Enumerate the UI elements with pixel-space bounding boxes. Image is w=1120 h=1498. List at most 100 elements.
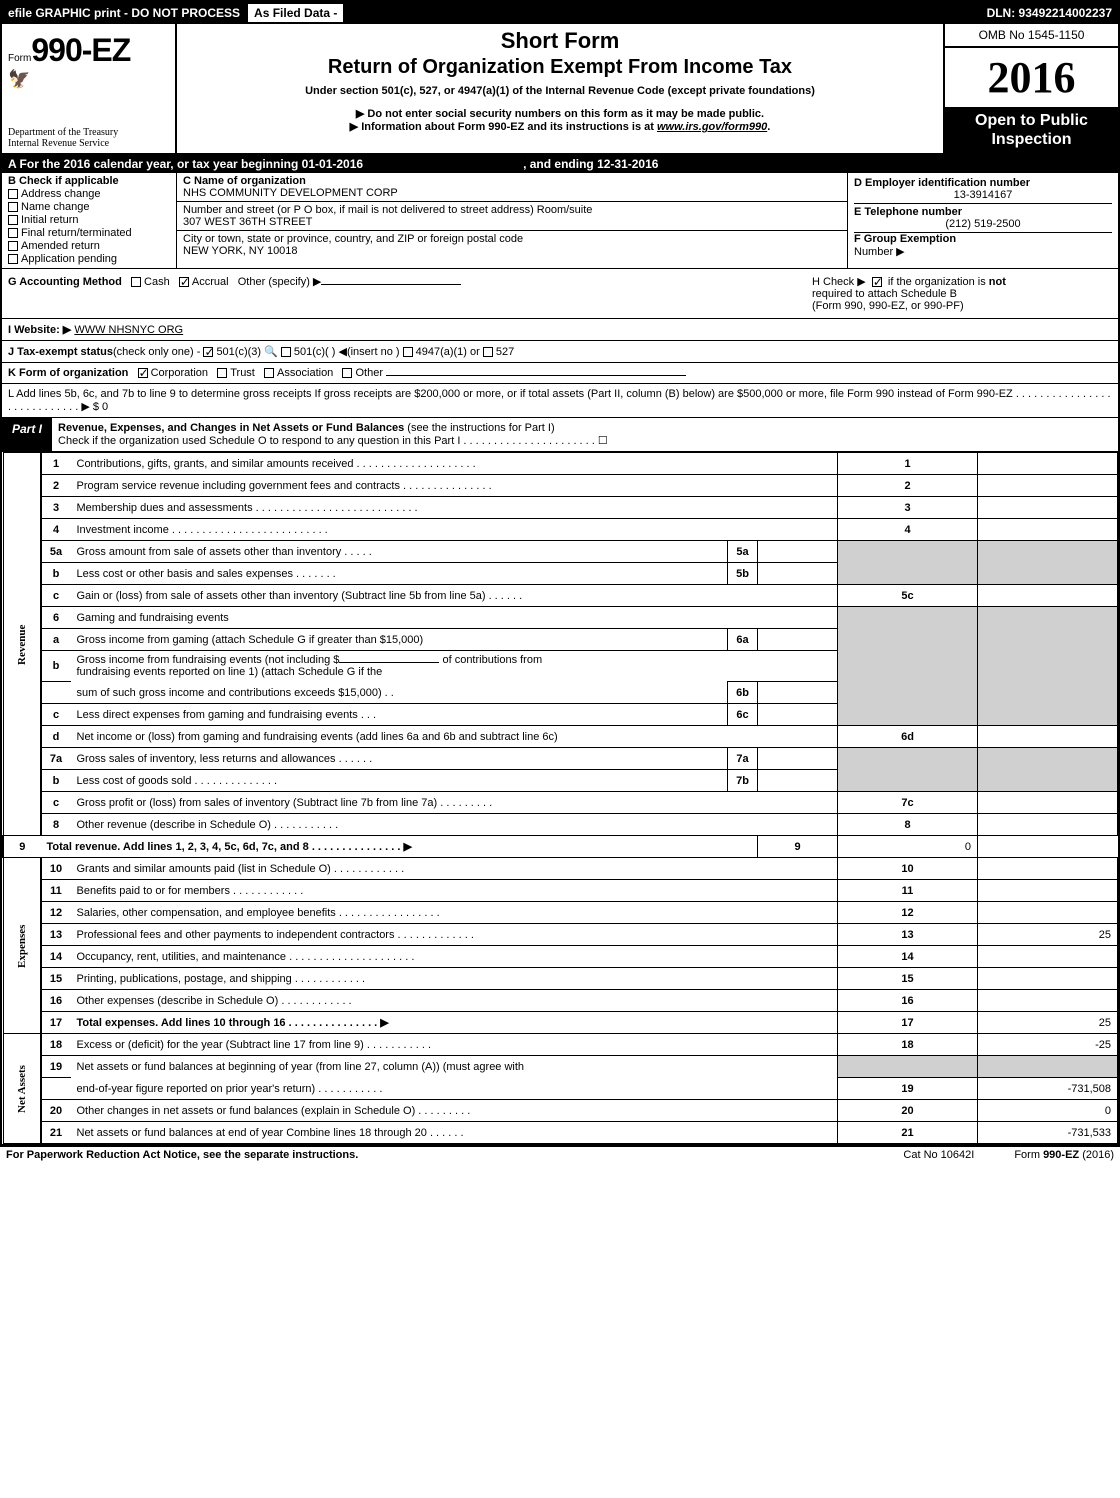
dept-line2: Internal Revenue Service	[8, 138, 169, 149]
f-label: F Group Exemption	[854, 233, 956, 245]
dept-treasury: Department of the Treasury Internal Reve…	[8, 127, 169, 149]
f-group-row: F Group Exemption Number ▶	[854, 233, 1112, 258]
chk-501c3[interactable]	[203, 347, 213, 357]
rowa-end: 12-31-2016	[597, 157, 658, 171]
val-1[interactable]	[978, 453, 1118, 475]
c-street-row: Number and street (or P O box, if mail i…	[177, 202, 847, 231]
info-about: ▶ Information about Form 990-EZ and its …	[187, 120, 933, 133]
c-city: NEW YORK, NY 10018	[183, 245, 841, 257]
val-9: 0	[838, 836, 978, 858]
footer-cat: Cat No 10642I	[903, 1149, 974, 1161]
return-org-title: Return of Organization Exempt From Incom…	[187, 56, 933, 79]
section-b: B Check if applicable Address change Nam…	[2, 173, 1118, 269]
omb-number: OMB No 1545-1150	[945, 24, 1118, 48]
chk-corp[interactable]	[138, 368, 148, 378]
c-street: 307 WEST 36TH STREET	[183, 216, 841, 228]
inspection-2: Inspection	[949, 130, 1114, 149]
chk-501c[interactable]	[281, 347, 291, 357]
ln-1: 1	[41, 453, 71, 475]
chk-amended[interactable]: Amended return	[8, 240, 170, 252]
form-number: Form990-EZ	[8, 32, 169, 69]
chk-other[interactable]	[342, 368, 352, 378]
header: Form990-EZ 🦅 Department of the Treasury …	[2, 24, 1118, 155]
c-name-row: C Name of organization NHS COMMUNITY DEV…	[177, 173, 847, 202]
j-label: J Tax-exempt status	[8, 346, 113, 358]
col-c-org: C Name of organization NHS COMMUNITY DEV…	[177, 173, 848, 268]
h-check: H Check ▶ if the organization is not req…	[812, 275, 1112, 312]
rowa-pre: A For the 2016 calendar year, or tax yea…	[8, 157, 302, 171]
col-d: D Employer identification number 13-3914…	[848, 173, 1118, 268]
val-17: 25	[978, 1012, 1118, 1034]
j-sub: (check only one) -	[113, 346, 203, 358]
chk-app[interactable]: Application pending	[8, 253, 170, 265]
c-city-label: City or town, state or province, country…	[183, 233, 841, 245]
rowa-mid: , and ending	[523, 157, 597, 171]
open-to-public: Open to Public Inspection	[945, 107, 1118, 153]
desc-1: Contributions, gifts, grants, and simila…	[71, 453, 838, 475]
part-i-label: Part I	[2, 418, 52, 451]
val-20: 0	[978, 1100, 1118, 1122]
chk-cash[interactable]	[131, 277, 141, 287]
b-label: B Check if applicable	[8, 175, 170, 187]
e-tel-row: E Telephone number (212) 519-2500	[854, 204, 1112, 233]
h-text1: if the organization is	[888, 276, 989, 288]
form-990ez: 990-EZ	[31, 32, 130, 68]
i-label: I Website: ▶	[8, 324, 71, 336]
k-other-line[interactable]	[386, 375, 686, 376]
val-13: 25	[978, 924, 1118, 946]
g-accounting: G Accounting Method Cash Accrual Other (…	[8, 275, 812, 312]
i-site[interactable]: WWW NHSNYC ORG	[74, 324, 183, 336]
irs-eagle-icon: 🦅	[8, 69, 169, 90]
val-18: -25	[978, 1034, 1118, 1056]
inspection-1: Open to Public	[949, 111, 1114, 130]
chk-527[interactable]	[483, 347, 493, 357]
chk-name[interactable]: Name change	[8, 201, 170, 213]
chk-h[interactable]	[872, 277, 882, 287]
header-left: Form990-EZ 🦅 Department of the Treasury …	[2, 24, 177, 153]
chk-accrual[interactable]	[179, 277, 189, 287]
c-org: NHS COMMUNITY DEVELOPMENT CORP	[183, 187, 841, 199]
chk-final[interactable]: Final return/terminated	[8, 227, 170, 239]
chk-4947[interactable]	[403, 347, 413, 357]
nc-1: 1	[838, 453, 978, 475]
h-text3: (Form 990, 990-EZ, or 990-PF)	[812, 300, 964, 312]
c-label: C Name of organization	[183, 175, 841, 187]
row-k-form-org: K Form of organization Corporation Trust…	[2, 363, 1118, 384]
val-19: -731,508	[978, 1078, 1118, 1100]
e-tel: (212) 519-2500	[854, 218, 1112, 230]
row-j-tax-exempt: J Tax-exempt status(check only one) - 50…	[2, 341, 1118, 363]
footer: For Paperwork Reduction Act Notice, see …	[0, 1146, 1120, 1163]
col-b-checks: B Check if applicable Address change Nam…	[2, 173, 177, 268]
side-revenue: Revenue	[3, 453, 41, 836]
row-g-h: G Accounting Method Cash Accrual Other (…	[2, 269, 1118, 319]
header-center: Short Form Return of Organization Exempt…	[177, 24, 943, 153]
row-i-website: I Website: ▶ WWW NHSNYC ORG	[2, 319, 1118, 341]
form-page: efile GRAPHIC print - DO NOT PROCESS As …	[0, 0, 1120, 1146]
irs-link[interactable]: www.irs.gov/form990	[657, 121, 767, 133]
footer-left: For Paperwork Reduction Act Notice, see …	[6, 1149, 358, 1161]
short-form-title: Short Form	[187, 28, 933, 54]
d-ein-row: D Employer identification number 13-3914…	[854, 175, 1112, 204]
chk-trust[interactable]	[217, 368, 227, 378]
e-label: E Telephone number	[854, 206, 1112, 218]
part-i-bar: Part I Revenue, Expenses, and Changes in…	[2, 418, 1118, 452]
d-label: D Employer identification number	[854, 177, 1112, 189]
do-not-enter: ▶ Do not enter social security numbers o…	[187, 107, 933, 120]
f-label2: Number ▶	[854, 246, 905, 258]
tax-year: 2016	[945, 48, 1118, 107]
chk-assoc[interactable]	[264, 368, 274, 378]
part-i-title: Revenue, Expenses, and Changes in Net As…	[52, 418, 1118, 451]
row-l: L Add lines 5b, 6c, and 7b to line 9 to …	[2, 384, 1118, 418]
chk-address[interactable]: Address change	[8, 188, 170, 200]
under-section: Under section 501(c), 527, or 4947(a)(1)…	[187, 85, 933, 97]
k-label: K Form of organization	[8, 367, 128, 379]
topbar: efile GRAPHIC print - DO NOT PROCESS As …	[2, 2, 1118, 24]
part-i-check: Check if the organization used Schedule …	[58, 435, 608, 447]
h-label: H Check ▶	[812, 276, 866, 288]
c-street-label: Number and street (or P O box, if mail i…	[183, 204, 841, 216]
lines-table: Revenue 1 Contributions, gifts, grants, …	[2, 452, 1118, 1144]
chk-initial[interactable]: Initial return	[8, 214, 170, 226]
topbar-efile: efile GRAPHIC print - DO NOT PROCESS	[2, 4, 246, 22]
c-city-row: City or town, state or province, country…	[177, 231, 847, 259]
g-other-line[interactable]	[321, 284, 461, 285]
